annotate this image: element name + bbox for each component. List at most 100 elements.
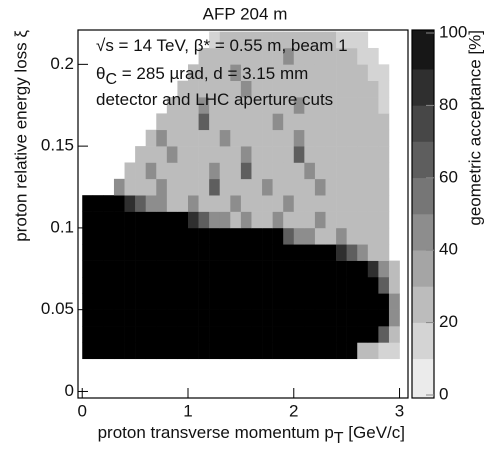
heatmap-cell [156,244,168,261]
heatmap-cell [367,276,379,294]
heatmap-cell [314,64,326,82]
heatmap-cell [262,47,273,65]
heatmap-cell [240,276,252,294]
heatmap-cell [145,309,157,327]
heatmap-cell [145,162,157,180]
heatmap-cell [314,342,326,360]
heatmap-cell [82,260,94,278]
heatmap-cell [357,309,369,327]
colorbar-step [412,30,434,70]
heatmap-cell [219,195,231,212]
heatmap-cell [230,31,242,49]
heatmap-cell [357,178,369,196]
heatmap-cell [304,113,316,131]
heatmap-cell [209,326,221,343]
heatmap-cell [240,97,252,114]
heatmap-cell [92,326,104,343]
heatmap-cell [209,97,221,114]
heatmap-cell [325,244,337,261]
heatmap-cell [188,342,199,360]
heatmap-cell [240,195,252,212]
heatmap-cell [209,309,221,327]
heatmap-cell [346,162,358,180]
heatmap-cell [166,146,178,163]
heatmap-cell [378,162,390,180]
heatmap-cell [177,162,189,180]
heatmap-cell [145,276,157,294]
heatmap-cell [230,276,242,294]
heatmap-cell [198,64,210,82]
heatmap-cell [325,227,337,245]
heatmap-cell [103,309,115,327]
heatmap-cell [293,276,305,294]
heatmap-cell [357,64,369,82]
colorbar-tick-label: 60 [439,167,458,186]
colorbar-tick-label: 80 [439,95,458,114]
heatmap-cell [240,309,252,327]
heatmap-cell [198,113,210,131]
heatmap-cell [262,211,273,229]
heatmap-cell [219,178,231,196]
heatmap-cell [219,342,231,360]
heatmap-cell [124,162,136,180]
heatmap-cell [283,97,295,114]
heatmap-cell [198,293,210,310]
heatmap-cell [367,227,379,245]
heatmap-cell [346,260,358,278]
heatmap-cell [177,211,189,229]
heatmap-cell [293,244,305,261]
heatmap-cell [209,47,221,65]
heatmap-cell [367,326,379,343]
heatmap-cell [82,227,94,245]
heatmap-cell [177,97,189,114]
heatmap-cell [209,113,221,131]
heatmap-cell [124,211,136,229]
heatmap-cell [336,129,347,147]
heatmap-cell [103,276,115,294]
heatmap-cell [145,146,157,163]
heatmap-cell [156,326,168,343]
heatmap-cell [113,211,125,229]
heatmap-cell [262,129,273,147]
colorbar-step [412,286,434,323]
x-axis-label-subscript: T [334,430,344,447]
heatmap-cell [156,162,168,180]
heatmap-cell [336,47,347,65]
heatmap-cell [219,146,231,163]
heatmap-cell [325,64,337,82]
heatmap-cell [262,97,273,114]
heatmap-cell [336,113,347,131]
y-axis-label: proton relative energy loss ξ [11,30,30,242]
colorbar-tick-label: 20 [439,312,458,331]
heatmap-cell [219,80,231,98]
heatmap-cell [188,326,199,343]
heatmap-cell [346,244,358,261]
heatmap-cell [113,342,125,360]
heatmap-cell [135,244,146,261]
heatmap-cell [378,97,390,114]
heatmap-cell [124,276,136,294]
heatmap-cell [124,195,136,212]
heatmap-cell [325,178,337,196]
heatmap-cell [336,97,347,114]
heatmap-cell [346,47,358,65]
heatmap-cell [166,195,178,212]
heatmap-cell [325,195,337,212]
heatmap-cell [156,146,168,163]
x-tick-label: 1 [183,401,192,420]
heatmap-cell [378,227,390,245]
heatmap-cell [283,195,295,212]
heatmap-cell [272,211,284,229]
heatmap-cell [304,260,316,278]
heatmap-cell [92,211,104,229]
heatmap-cell [336,31,347,49]
heatmap-cell [240,80,252,98]
heatmap-cell [188,146,199,163]
heatmap-cell [336,195,347,212]
heatmap-cell [388,326,400,343]
heatmap-cell [219,64,231,82]
heatmap-cell [198,178,210,196]
heatmap-cell [230,146,242,163]
heatmap-cell [156,260,168,278]
heatmap-cell [346,309,358,327]
